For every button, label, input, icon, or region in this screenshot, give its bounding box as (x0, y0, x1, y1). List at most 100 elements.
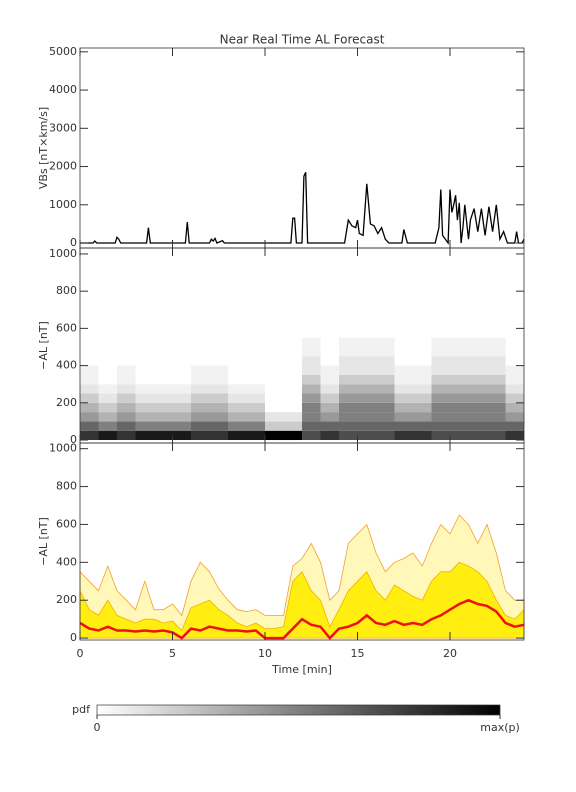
pdf-cell (468, 421, 487, 431)
pdf-cell (320, 356, 339, 366)
pdf-cell (135, 346, 154, 357)
pdf-cell (394, 430, 413, 441)
pdf-cell (468, 402, 487, 413)
pdf-cell (431, 393, 450, 403)
pdf-cell (413, 384, 432, 394)
panel (80, 328, 524, 441)
pdf-cell (117, 374, 136, 385)
pdf-cell (172, 421, 191, 431)
pdf-cell (376, 328, 395, 338)
pdf-cell (487, 328, 506, 338)
pdf-cell (135, 430, 154, 441)
pdf-cell (339, 430, 358, 441)
pdf-cell (339, 402, 358, 413)
pdf-cell (135, 393, 154, 403)
pdf-cell (431, 337, 450, 347)
pdf-cell (283, 337, 302, 347)
panel (79, 514, 525, 640)
pdf-cell (246, 393, 265, 403)
pdf-cell (468, 365, 487, 375)
pdf-cell (191, 374, 210, 385)
pdf-cell (394, 393, 413, 403)
pdf-cell (302, 346, 321, 357)
pdf-cell (98, 356, 117, 366)
pdf-cell (357, 384, 376, 394)
pdf-cell (154, 365, 173, 375)
pdf-cell (339, 374, 358, 385)
x-tick-label: 5 (169, 647, 176, 660)
pdf-cell (468, 356, 487, 366)
pdf-cell (191, 384, 210, 394)
pdf-cell (450, 365, 469, 375)
pdf-cell (135, 337, 154, 347)
pdf-cell (283, 402, 302, 413)
pdf-cell (431, 412, 450, 422)
pdf-cell (98, 384, 117, 394)
pdf-cell (209, 384, 228, 394)
pdf-cell (320, 328, 339, 338)
y-tick-label: 0 (70, 433, 77, 446)
pdf-cell (172, 374, 191, 385)
pdf-cell (246, 356, 265, 366)
pdf-cell (431, 430, 450, 441)
pdf-cell (320, 365, 339, 375)
plot-frame (79, 442, 525, 641)
pdf-cell (209, 402, 228, 413)
pdf-cell (154, 384, 173, 394)
pdf-cell (117, 328, 136, 338)
pdf-cell (191, 337, 210, 347)
pdf-cell (265, 374, 284, 385)
pdf-cell (283, 393, 302, 403)
pdf-cell (80, 421, 99, 431)
pdf-cell (302, 374, 321, 385)
pdf-cell (376, 421, 395, 431)
pdf-cell (413, 412, 432, 422)
pdf-cell (117, 365, 136, 375)
pdf-cell (154, 402, 173, 413)
pdf-cell (450, 328, 469, 338)
y-axis-label: −AL [nT] (37, 321, 50, 370)
pdf-cell (357, 374, 376, 385)
pdf-cell (487, 374, 506, 385)
pdf-cell (302, 365, 321, 375)
pdf-cell (80, 356, 99, 366)
pdf-cell (505, 374, 524, 385)
colorbar (96, 704, 501, 716)
pdf-cell (320, 430, 339, 441)
pdf-cell (265, 337, 284, 347)
pdf-cell (265, 356, 284, 366)
pdf-cell (135, 384, 154, 394)
pdf-cell (265, 430, 284, 441)
pdf-cell (487, 402, 506, 413)
pdf-cell (357, 328, 376, 338)
pdf-cell (80, 384, 99, 394)
pdf-cell (413, 356, 432, 366)
pdf-cell (505, 328, 524, 338)
colorbar-tick-label: 0 (94, 721, 101, 734)
pdf-cell (357, 421, 376, 431)
pdf-cell (320, 402, 339, 413)
pdf-cell (302, 328, 321, 338)
pdf-cell (376, 393, 395, 403)
y-tick-label: 600 (56, 321, 77, 334)
pdf-cell (80, 337, 99, 347)
pdf-cell (376, 356, 395, 366)
pdf-cell (172, 384, 191, 394)
x-axis-label: Time [min] (271, 663, 332, 676)
pdf-cell (413, 374, 432, 385)
pdf-cell (302, 337, 321, 347)
y-axis-label: VBs [nT×km/s] (37, 107, 50, 189)
x-tick-label: 15 (351, 647, 365, 660)
pdf-cell (98, 421, 117, 431)
pdf-cell (191, 346, 210, 357)
pdf-cell (376, 402, 395, 413)
pdf-cell (505, 393, 524, 403)
pdf-cell (191, 430, 210, 441)
pdf-cell (431, 365, 450, 375)
pdf-cell (468, 346, 487, 357)
pdf-cell (339, 337, 358, 347)
pdf-cell (117, 402, 136, 413)
pdf-cell (357, 412, 376, 422)
pdf-cell (487, 365, 506, 375)
